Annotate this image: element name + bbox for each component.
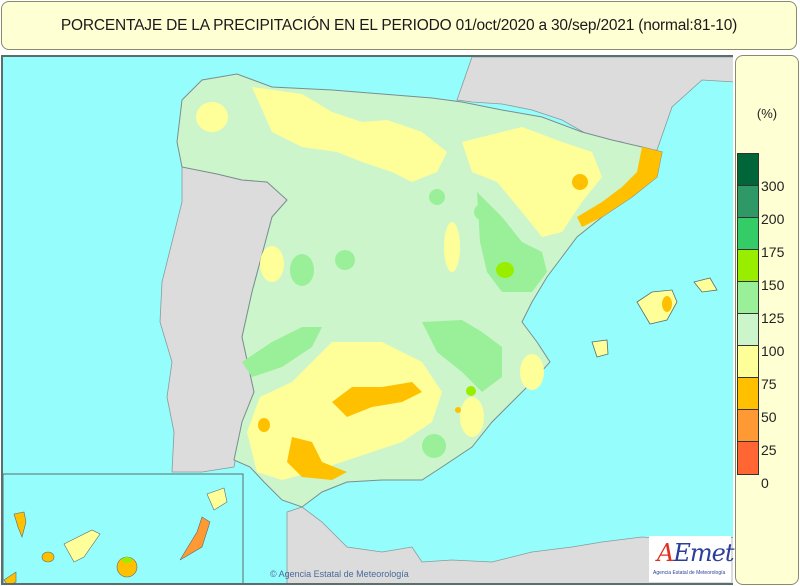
title-text: PORCENTAJE DE LA PRECIPITACIÓN EN EL PER… [60, 16, 738, 34]
swatch-175 [738, 218, 758, 250]
swatch-200 [738, 186, 758, 218]
legend-label: 200 [761, 211, 785, 227]
color-scale [737, 153, 759, 475]
legend-label: 50 [761, 409, 777, 425]
swatch-125 [738, 282, 758, 314]
legend-panel: (%) 300 200 175 150 125 100 75 50 25 0 [735, 55, 799, 585]
legend-label: 25 [761, 442, 777, 458]
legend-label: 150 [761, 277, 785, 293]
legend-label: 0 [761, 475, 769, 491]
legend-label: 100 [761, 343, 785, 359]
swatch-300 [738, 154, 758, 186]
swatch-0 [738, 442, 758, 474]
swatch-50 [738, 378, 758, 410]
swatch-75 [738, 346, 758, 378]
swatch-25 [738, 410, 758, 442]
swatch-100 [738, 314, 758, 346]
aemet-logo: AEmet Agencia Estatal de Meteorología [649, 536, 734, 582]
swatch-150 [738, 250, 758, 282]
map-graphic [3, 57, 733, 583]
precipitation-map [1, 55, 733, 585]
copyright-text: © Agencia Estatal de Meteorología [270, 569, 409, 579]
legend-label: 75 [761, 376, 777, 392]
map-title: PORCENTAJE DE LA PRECIPITACIÓN EN EL PER… [1, 1, 797, 50]
legend-label: 125 [761, 310, 785, 326]
legend-label: 175 [761, 244, 785, 260]
logo-subtitle: Agencia Estatal de Meteorología [653, 570, 726, 576]
legend-label: 300 [761, 178, 785, 194]
legend-unit: (%) [756, 106, 778, 121]
logo-wordmark: AEmet [657, 539, 734, 567]
